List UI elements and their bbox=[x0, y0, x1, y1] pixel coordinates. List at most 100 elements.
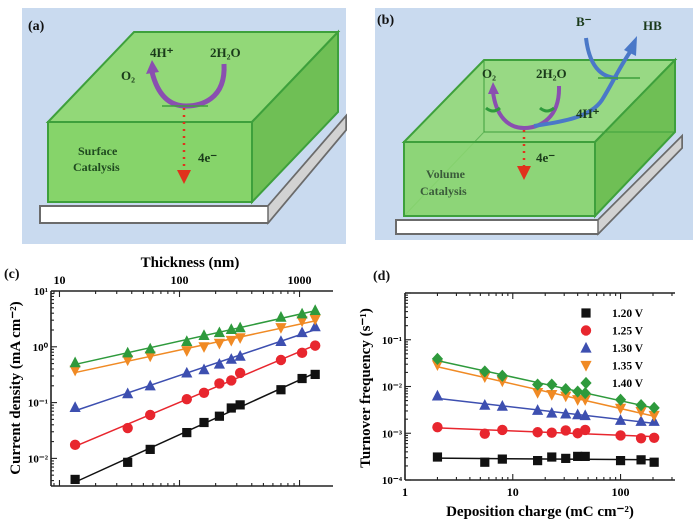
data-point bbox=[296, 326, 308, 338]
oxygen-evolution-arrow-a bbox=[146, 60, 227, 109]
data-point bbox=[496, 400, 508, 411]
series-1-35-v bbox=[69, 314, 321, 377]
chart-c-plot-area bbox=[69, 304, 321, 485]
data-point bbox=[297, 373, 307, 384]
data-point bbox=[614, 414, 627, 425]
data-point bbox=[649, 457, 659, 467]
substrate-b bbox=[395, 133, 683, 236]
data-point bbox=[635, 407, 647, 418]
data-point bbox=[533, 456, 543, 466]
data-point bbox=[69, 439, 81, 451]
data-point bbox=[234, 367, 246, 379]
data-point bbox=[214, 411, 225, 421]
data-point bbox=[580, 451, 590, 461]
label-catalysis-b: Catalysis bbox=[420, 184, 467, 198]
electron-transfer-arrow-a bbox=[177, 108, 191, 184]
chart-c-top-xlabel: Thickness (nm) bbox=[141, 255, 240, 271]
legend-marker bbox=[580, 360, 592, 372]
y-tick-label: 10⁻² bbox=[28, 453, 49, 465]
data-point bbox=[479, 365, 491, 378]
label-o2-a: O₂ bbox=[121, 68, 135, 83]
panel-b-volume-catalysis: (b) B⁻ HB O₂ 2H₂O 4H⁺ 4e⁻ Volume Catalys… bbox=[375, 8, 693, 240]
chart-d-tag: (d) bbox=[373, 269, 390, 284]
data-point bbox=[546, 427, 557, 438]
x-tick-label: 10 bbox=[507, 485, 519, 499]
data-point bbox=[145, 409, 156, 421]
data-point bbox=[226, 403, 236, 413]
data-point bbox=[479, 428, 490, 439]
data-point bbox=[560, 391, 572, 403]
data-point bbox=[431, 360, 444, 371]
series-1-25-v bbox=[432, 421, 660, 444]
data-point bbox=[275, 335, 287, 346]
chart-c-axes: 10 100 1000 10¹ 10⁰ 10⁻¹ 10⁻² bbox=[28, 273, 333, 487]
data-point bbox=[635, 399, 647, 412]
data-point bbox=[181, 394, 192, 405]
y-tick-label: 10⁻³ bbox=[382, 428, 403, 440]
data-point bbox=[226, 375, 237, 386]
fit-line bbox=[74, 344, 316, 448]
legend-item: 1.40 V bbox=[580, 376, 644, 390]
legend-item: 1.25 V bbox=[580, 325, 644, 338]
series-1-30-v bbox=[431, 389, 660, 426]
data-point bbox=[561, 453, 571, 463]
data-point bbox=[225, 353, 237, 364]
data-point bbox=[275, 323, 287, 334]
data-point bbox=[432, 421, 443, 433]
fit-line bbox=[74, 328, 316, 412]
label-4h-plus-a: 4H⁺ bbox=[150, 45, 174, 60]
data-point bbox=[309, 314, 321, 326]
label-electrons-a: 4e⁻ bbox=[198, 150, 217, 165]
data-point bbox=[580, 424, 591, 436]
data-point bbox=[572, 408, 584, 420]
label-4h-plus-b: 4H⁺ bbox=[576, 106, 600, 121]
oxygen-evolution-arrow-b bbox=[485, 82, 562, 131]
x-tick-label: 1 bbox=[402, 485, 408, 499]
legend-item: 1.20 V bbox=[581, 308, 644, 320]
chart-d-legend: 1.20 V 1.25 V 1.30 V 1.35 V 1.40 V bbox=[580, 308, 644, 390]
data-point bbox=[198, 363, 210, 375]
y-tick-label: 10⁻⁴ bbox=[382, 475, 403, 487]
label-surface: Surface bbox=[78, 144, 118, 158]
data-point bbox=[309, 340, 321, 351]
label-volume: Volume bbox=[426, 167, 466, 181]
data-point bbox=[122, 387, 134, 399]
data-point bbox=[198, 342, 210, 353]
data-point bbox=[648, 410, 660, 422]
series-1-20-v bbox=[70, 369, 320, 485]
x-tick-label: 10 bbox=[53, 273, 65, 287]
chart-c-tag: (c) bbox=[4, 267, 20, 282]
legend-marker bbox=[580, 325, 592, 336]
data-point bbox=[497, 424, 508, 436]
data-point bbox=[547, 452, 557, 462]
y-tick-label: 10¹ bbox=[34, 286, 48, 298]
legend-label: 1.20 V bbox=[612, 308, 644, 320]
x-tick-label: 100 bbox=[612, 485, 630, 499]
data-point bbox=[123, 457, 133, 467]
data-point bbox=[579, 409, 591, 421]
legend-marker bbox=[580, 376, 592, 390]
data-point bbox=[636, 455, 646, 465]
data-point bbox=[532, 388, 544, 399]
y-tick-label: 10⁻¹ bbox=[382, 335, 402, 347]
data-point bbox=[199, 417, 209, 428]
panel-b-tag: (b) bbox=[377, 13, 394, 28]
series-1-40-v bbox=[69, 304, 321, 368]
catalyst-film-a bbox=[45, 29, 341, 205]
label-catalysis-a: Catalysis bbox=[73, 160, 120, 174]
series-1-30-v bbox=[69, 320, 321, 413]
label-electrons-b: 4e⁻ bbox=[536, 150, 555, 165]
chart-d-plot-area bbox=[431, 352, 660, 467]
legend-label: 1.25 V bbox=[612, 326, 644, 338]
data-point bbox=[234, 321, 246, 333]
data-point bbox=[145, 444, 155, 454]
chart-d-ylabel: Turnover frequency (s⁻¹) bbox=[358, 308, 374, 468]
data-point bbox=[275, 311, 287, 322]
data-point bbox=[296, 316, 308, 328]
data-point bbox=[69, 356, 81, 368]
data-point bbox=[214, 378, 225, 389]
data-point bbox=[496, 376, 508, 388]
data-point bbox=[479, 399, 491, 410]
y-tick-label: 10⁻¹ bbox=[28, 398, 48, 410]
chart-c-current-density: (c) Thickness (nm) Current density (mA c… bbox=[4, 255, 333, 487]
